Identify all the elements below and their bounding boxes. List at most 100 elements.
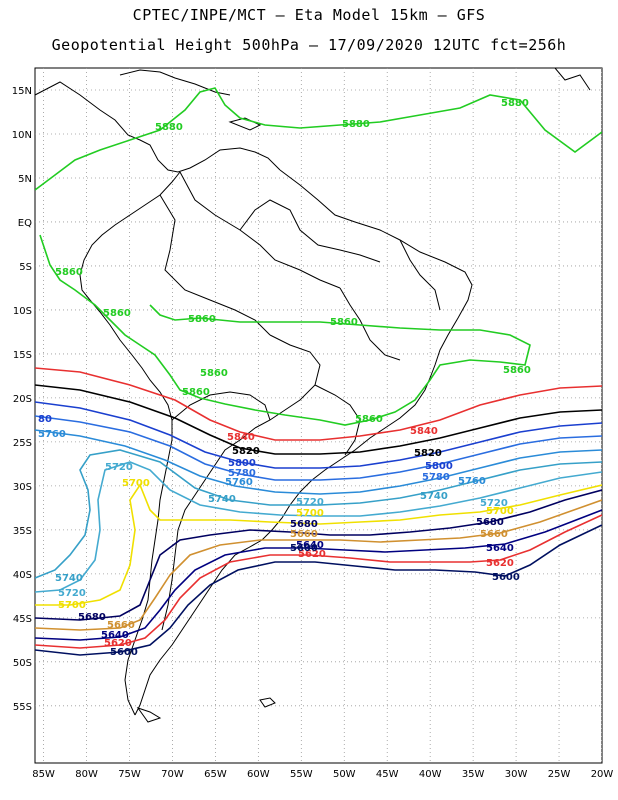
label-5720-c: 5720 [480,498,508,509]
contour-5760 [35,429,602,495]
contour-5600 [35,524,602,656]
lat-label: 10N [12,130,32,141]
lon-label: 70W [161,769,184,780]
contour-5840 [35,367,602,441]
label-5800-a: 5800 [228,458,256,469]
label-5660-a: 5660 [290,529,318,540]
lat-label: 45S [13,614,32,625]
label-5860-a: 5860 [55,267,83,278]
label-5760-a: 5760 [38,429,66,440]
label-5720-a: 5720 [105,462,133,473]
label-5680-b: 5680 [476,517,504,528]
label-5640-c: 5640 [101,630,129,641]
label-5860-c: 5860 [188,314,216,325]
label-5780-a: 5780 [228,468,256,479]
contour-5720 [35,461,602,593]
lat-label: 30S [13,482,32,493]
graticule [35,68,602,763]
lon-label: 75W [118,769,141,780]
label-5620-b: 5620 [486,558,514,569]
label-5820-a: 5820 [232,446,260,457]
contour-5780 [35,415,602,481]
lon-label: 65W [204,769,227,780]
lat-label: 5N [18,174,32,185]
label-5660-c: 5660 [107,620,135,631]
map-title-line1: CPTEC/INPE/MCT – Eta Model 15km – GFS [132,6,486,24]
label-5860-g: 5860 [355,414,383,425]
lon-label: 35W [462,769,485,780]
contour-5620 [35,514,602,649]
lat-label: EQ [18,218,32,229]
latitude-labels: 15N 10N 5N EQ 5S 10S 15S 20S 25S 30S 35S 40S 45S 50S 5… [12,86,32,713]
label-5700-c: 5700 [486,506,514,517]
label-5620-a: 5620 [298,549,326,560]
label-5860-h: 5860 [503,365,531,376]
lat-label: 15N [12,86,32,97]
contour-5880-south [39,234,531,426]
label-5740-c: 5740 [420,491,448,502]
lat-label: 5S [19,262,32,273]
lon-label: 30W [505,769,528,780]
lon-label: 55W [290,769,313,780]
lat-label: 35S [13,526,32,537]
label-5860-d: 5860 [330,317,358,328]
label-5600-c: 5600 [110,647,138,658]
lat-label: 50S [13,658,32,669]
label-5860-b: 5860 [103,308,131,319]
label-5700-d: 5700 [58,600,86,611]
map-title-line2: Geopotential Height 500hPa – 17/09/2020 … [51,36,567,54]
label-5640-a: 5640 [296,540,324,551]
lon-label: 40W [419,769,442,780]
contour-5680 [35,489,602,621]
label-5760-c: 5760 [458,476,486,487]
lon-label: 45W [376,769,399,780]
longitude-labels: 85W 80W 75W 70W 65W 60W 55W 50W 45W 40W 35W 30W 25W 2… [32,769,613,780]
label-5660-b: 5660 [480,529,508,540]
label-5760-b: 5760 [225,477,253,488]
lon-label: 80W [75,769,98,780]
label-5820-b: 5820 [414,448,442,459]
label-5700-a: 5700 [122,478,150,489]
lat-label: 20S [13,394,32,405]
lon-label: 25W [548,769,571,780]
label-5600-b: 5600 [492,572,520,583]
contour-5740 [35,449,602,579]
label-5740-b: 5740 [208,494,236,505]
label-5840-b: 5840 [410,426,438,437]
label-5680-c: 5680 [78,612,106,623]
label-5840-a: 5840 [227,432,255,443]
contour-5820 [35,384,602,455]
label-5780-b: 5780 [422,472,450,483]
lat-label: 40S [13,570,32,581]
label-5600-a: 5600 [290,543,318,554]
map-frame [34,67,603,764]
label-5700-b: 5700 [296,508,324,519]
label-5800-b: 5800 [425,461,453,472]
label-5740-d: 5740 [55,573,83,584]
lat-label: 15S [13,350,32,361]
label-5860-f: 5860 [182,387,210,398]
label-5880-c: 5880 [501,98,529,109]
label-5720-d: 5720 [58,588,86,599]
lon-label: 85W [32,769,55,780]
lon-label: 50W [333,769,356,780]
label-5640-b: 5640 [486,543,514,554]
coastlines [35,68,591,723]
lon-label: 60W [247,769,270,780]
lon-label: 20W [591,769,614,780]
lat-label: 10S [13,306,32,317]
label-5880-b: 5880 [342,119,370,130]
contour-5700 [35,483,602,606]
label-80: 80 [38,414,52,425]
lat-label: 25S [13,438,32,449]
label-5680-a: 5680 [290,519,318,530]
contour-5660 [35,499,602,631]
contour-5880-north [35,87,602,191]
label-5880-a: 5880 [155,122,183,133]
label-5720-b: 5720 [296,497,324,508]
label-5860-e: 5860 [200,368,228,379]
contour-5800 [35,401,602,469]
contour-5640 [35,509,602,641]
label-5620-c: 5620 [104,638,132,649]
